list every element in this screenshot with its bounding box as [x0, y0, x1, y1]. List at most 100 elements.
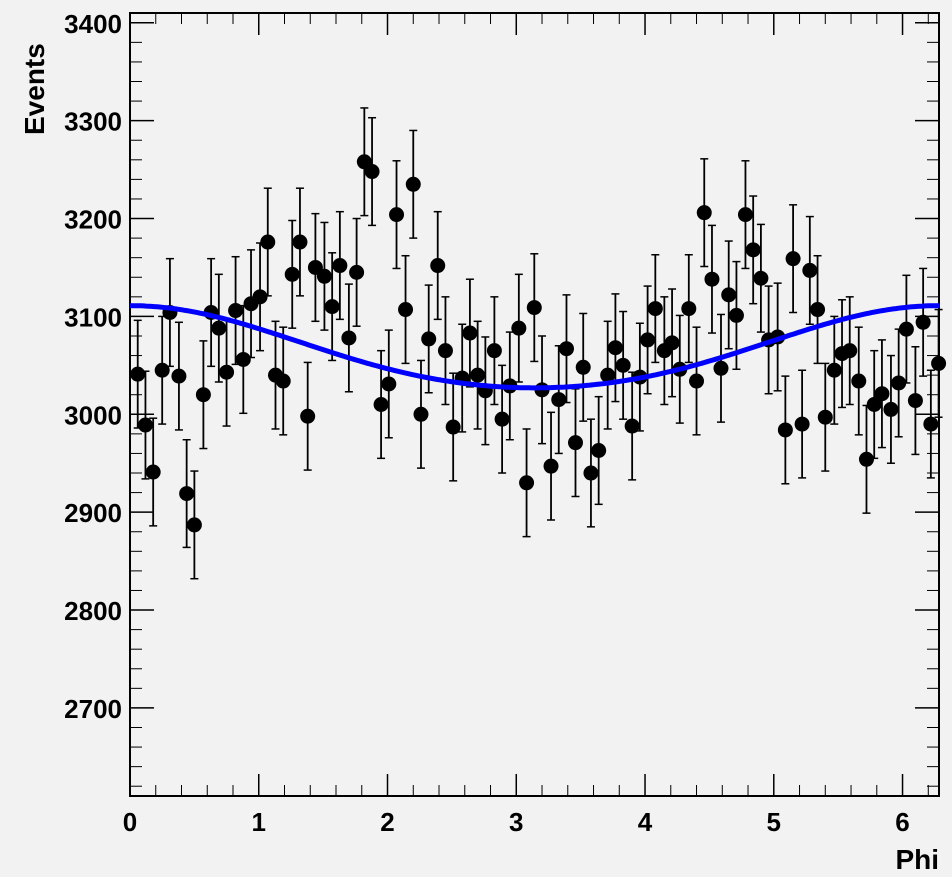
x-tick-label: 2 — [380, 807, 394, 837]
data-point — [186, 517, 202, 533]
y-tick-label: 3200 — [64, 205, 122, 235]
data-point — [866, 397, 882, 412]
y-tick-label: 2900 — [64, 498, 122, 528]
data-point — [583, 465, 599, 481]
data-point — [543, 458, 559, 474]
data-points — [130, 154, 947, 533]
data-point — [802, 262, 818, 278]
data-point — [728, 307, 744, 323]
data-point — [817, 409, 833, 425]
data-point — [558, 341, 574, 357]
axis-ticks — [129, 13, 939, 796]
data-point — [721, 287, 737, 303]
x-tick-label: 4 — [638, 807, 653, 837]
data-point — [777, 422, 793, 438]
data-point — [907, 393, 923, 409]
data-point — [607, 340, 623, 356]
data-point — [373, 397, 389, 412]
data-point — [284, 266, 300, 282]
data-point — [794, 416, 810, 432]
data-point — [681, 301, 697, 317]
x-tick-label: 5 — [767, 807, 781, 837]
data-point — [753, 270, 769, 286]
data-point — [145, 464, 161, 480]
data-point — [931, 355, 947, 371]
data-point — [413, 406, 429, 422]
data-point — [486, 343, 502, 359]
data-point — [915, 314, 931, 330]
y-tick-label: 3300 — [64, 107, 122, 137]
data-point — [228, 303, 244, 319]
data-point — [883, 401, 899, 417]
axis-tick-labels: 0 1 2 3 4 5 6 2700 2800 2900 3000 3100 3200 3300 3400 — [64, 9, 910, 837]
data-point — [445, 419, 461, 435]
fit-curve — [129, 303, 940, 391]
data-point — [364, 164, 380, 180]
data-point — [704, 271, 720, 287]
data-point — [898, 321, 914, 337]
data-point — [292, 234, 308, 250]
data-point — [211, 320, 227, 336]
data-point — [745, 242, 761, 258]
data-point — [664, 335, 680, 351]
data-point — [689, 373, 705, 389]
data-point — [615, 357, 631, 373]
data-point — [430, 258, 446, 274]
data-point — [381, 376, 397, 392]
data-point — [858, 451, 874, 467]
data-point — [130, 366, 146, 382]
y-tick-label: 3400 — [64, 9, 122, 39]
data-point — [405, 176, 421, 192]
data-point — [316, 268, 332, 284]
data-point — [219, 364, 235, 380]
data-point — [421, 331, 437, 347]
data-point — [842, 343, 858, 359]
data-point — [437, 343, 453, 359]
data-point — [349, 264, 365, 280]
y-tick-label: 2700 — [64, 694, 122, 724]
data-point — [624, 418, 640, 434]
data-point — [647, 301, 663, 317]
data-point — [551, 392, 567, 408]
data-point — [600, 367, 616, 383]
data-point — [332, 258, 348, 274]
data-point — [260, 234, 276, 250]
y-tick-label: 3100 — [64, 302, 122, 332]
data-point — [494, 411, 510, 427]
data-point — [462, 325, 478, 341]
data-point — [470, 367, 486, 383]
data-point — [826, 362, 842, 378]
data-point — [252, 289, 268, 305]
data-point — [300, 408, 316, 424]
data-point — [713, 360, 729, 376]
data-point — [874, 386, 890, 402]
data-point — [511, 320, 527, 336]
data-point — [737, 207, 753, 223]
y-axis-label: Events — [19, 43, 50, 135]
data-point — [275, 373, 291, 389]
x-axis-label: Phi — [895, 844, 939, 875]
data-point — [171, 368, 187, 384]
data-point — [567, 435, 583, 451]
data-point — [154, 362, 170, 378]
data-point — [526, 300, 542, 316]
data-point — [640, 332, 656, 348]
data-point — [324, 299, 340, 315]
data-point — [341, 330, 357, 346]
data-point — [398, 302, 414, 318]
data-point — [891, 375, 907, 391]
y-tick-label: 3000 — [64, 400, 122, 430]
x-tick-label: 3 — [509, 807, 523, 837]
y-tick-label: 2800 — [64, 596, 122, 626]
data-point — [519, 475, 535, 491]
data-point — [179, 486, 195, 502]
data-point — [591, 443, 607, 459]
data-point — [575, 359, 591, 375]
data-point — [696, 205, 712, 221]
data-point — [389, 207, 405, 223]
data-point — [195, 387, 211, 403]
x-tick-label: 6 — [895, 807, 909, 837]
data-point — [851, 373, 867, 389]
